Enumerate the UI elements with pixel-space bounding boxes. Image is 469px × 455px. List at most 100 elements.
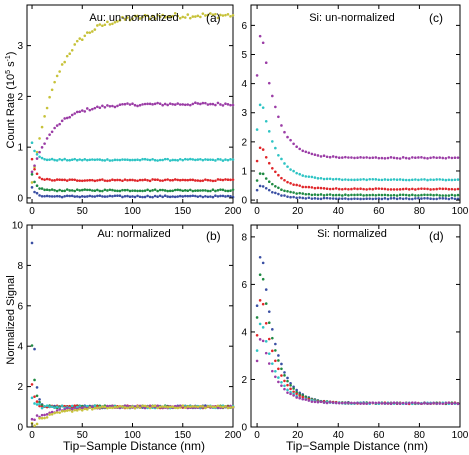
data-point — [38, 176, 41, 179]
data-point — [258, 273, 262, 277]
xlabel-d: Tip−Sample Distance (nm) — [286, 439, 428, 453]
data-point — [224, 102, 227, 105]
data-point — [392, 156, 396, 160]
data-point — [153, 404, 157, 408]
x-tick-label-b: 0 — [29, 430, 35, 441]
data-point — [221, 194, 225, 198]
data-point — [55, 74, 59, 78]
series-group-b — [30, 241, 235, 428]
data-point — [231, 103, 235, 107]
data-point — [255, 349, 259, 352]
data-point — [444, 187, 448, 191]
data-point — [196, 158, 200, 161]
data-point — [38, 194, 41, 197]
data-point — [441, 187, 445, 191]
data-point — [325, 155, 329, 159]
data-point — [264, 186, 268, 190]
y-tick-label-a: 2 — [17, 92, 23, 103]
data-point — [60, 404, 64, 408]
data-point — [35, 400, 39, 403]
data-point — [447, 178, 451, 182]
data-point — [153, 158, 157, 162]
title-d: Si: normalized — [317, 228, 387, 240]
data-point — [156, 13, 159, 17]
data-point — [226, 406, 230, 410]
data-point — [398, 197, 402, 200]
data-point — [45, 177, 49, 181]
data-point — [106, 406, 109, 410]
data-point — [53, 411, 56, 415]
data-point — [60, 189, 64, 193]
data-point — [374, 187, 378, 190]
data-point — [292, 191, 295, 194]
ylabel-b: Normalized Signal — [5, 275, 17, 364]
data-point — [286, 180, 289, 184]
series-c-blue — [255, 184, 460, 201]
data-point — [35, 414, 39, 417]
data-point — [168, 15, 172, 18]
data-point — [43, 142, 46, 145]
data-point — [126, 102, 129, 105]
data-point — [111, 188, 114, 192]
data-point — [347, 197, 350, 201]
data-point — [153, 17, 157, 20]
data-point — [277, 376, 280, 379]
data-point — [171, 158, 175, 162]
data-point — [292, 390, 295, 394]
data-point — [116, 189, 119, 193]
data-point — [221, 104, 225, 107]
data-point — [289, 138, 292, 142]
data-point — [295, 192, 298, 195]
data-point — [319, 193, 323, 196]
series-b-green — [30, 344, 235, 410]
data-point — [313, 176, 317, 179]
title-a: Au: un-normalized — [89, 12, 178, 24]
data-point — [188, 16, 192, 20]
data-point — [131, 178, 134, 182]
data-point — [219, 178, 222, 181]
data-point — [38, 402, 41, 406]
data-point — [283, 130, 286, 134]
data-point — [267, 321, 271, 325]
data-point — [60, 63, 64, 66]
data-point — [395, 156, 399, 160]
data-point — [106, 158, 109, 161]
xlabel-b: Tip−Sample Distance (nm) — [63, 439, 205, 453]
data-point — [68, 189, 72, 192]
data-point — [108, 104, 112, 108]
data-point — [261, 339, 265, 343]
data-point — [209, 158, 212, 161]
data-point — [138, 103, 142, 107]
data-point — [341, 156, 344, 159]
data-point — [280, 380, 283, 384]
data-point — [271, 336, 274, 340]
data-point — [80, 406, 84, 410]
data-point — [161, 179, 164, 182]
data-point — [414, 156, 417, 159]
data-point — [377, 401, 381, 404]
data-point — [116, 104, 119, 108]
data-point — [331, 155, 335, 158]
data-point — [156, 406, 159, 410]
data-point — [271, 166, 274, 170]
data-point — [224, 158, 227, 161]
data-point — [283, 178, 286, 182]
y-tick-label-a: 0 — [17, 193, 23, 204]
data-point — [93, 406, 97, 410]
data-point — [292, 142, 295, 146]
data-point — [70, 410, 74, 413]
data-point — [131, 102, 134, 106]
data-point — [398, 188, 402, 191]
data-point — [55, 178, 59, 181]
series-a-olive — [30, 11, 235, 184]
data-point — [65, 188, 69, 191]
data-point — [143, 406, 147, 410]
data-point — [264, 155, 268, 159]
data-point — [414, 197, 417, 200]
data-point — [322, 401, 326, 404]
data-point — [389, 156, 393, 159]
data-point — [171, 189, 175, 193]
data-point — [304, 398, 308, 401]
data-point — [183, 16, 187, 19]
series-d-magenta — [255, 338, 460, 406]
